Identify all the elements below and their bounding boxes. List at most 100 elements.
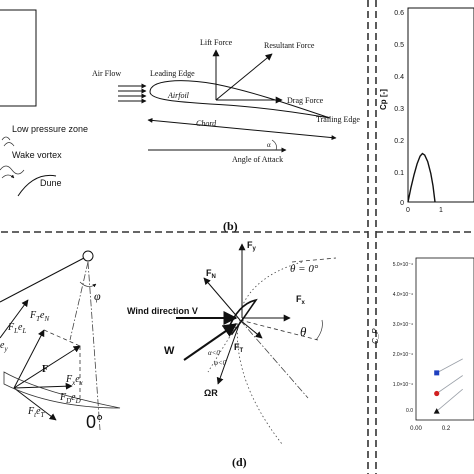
ey-vector xyxy=(0,299,29,339)
air-flow-arrows xyxy=(118,83,147,104)
chart-top-xtick: 0 xyxy=(406,207,410,214)
trailing-edge-label: Trailing Edge xyxy=(316,115,360,124)
middle-divider xyxy=(1,0,369,474)
wake-arrows-icon xyxy=(0,165,25,178)
ft-label: FT xyxy=(234,342,244,354)
chart-bottom-ylabel: C_P xyxy=(371,328,380,344)
angle-of-attack-label: Angle of Attack xyxy=(232,155,283,164)
chart-top-y-ticks: 0.6 0.5 0.4 0.3 0.2 0.1 0 xyxy=(394,10,404,207)
rotor-path xyxy=(236,261,303,445)
dune-label: Dune xyxy=(40,178,62,188)
chart-bottom-ytick: 2.0×10⁻⁴ xyxy=(393,352,413,358)
resultant-force-label: Resultant Force xyxy=(264,41,315,50)
series-connector-2 xyxy=(436,388,463,412)
resultant-force-arrow xyxy=(215,53,273,101)
ft-et-label: FteT xyxy=(27,406,46,419)
chart-bottom-ytick: 0.0 xyxy=(406,408,413,414)
chart-top-ytick: 0.2 xyxy=(394,138,404,145)
panel-b: Airfoil Air Flow Leading Edge Lift Force… xyxy=(92,38,360,233)
airfoil-label: Airfoil xyxy=(167,91,190,100)
fl-projection xyxy=(43,329,81,347)
chart-bottom-ytick: 4.0×10⁻⁴ xyxy=(393,292,413,298)
alpha-label: α xyxy=(267,141,271,149)
blade-normal-line xyxy=(239,319,309,399)
zero-deg-label: 0° xyxy=(86,412,103,432)
w-label: W xyxy=(164,345,175,357)
air-flow-label: Air Flow xyxy=(92,69,121,78)
ft-en-label: FTeN xyxy=(29,310,49,323)
triangle-marker xyxy=(433,408,440,414)
chart-top-ytick: 0.1 xyxy=(394,170,404,177)
drag-force-label: Drag Force xyxy=(287,96,324,105)
ft-arrow xyxy=(239,319,263,339)
lift-force-label: Lift Force xyxy=(200,38,233,47)
square-marker xyxy=(434,370,440,376)
alpha-lt0-label: α<0 xyxy=(208,349,220,357)
panel-d: Fy Fx FN FT Wind direction V W ΩR α<0 φ<… xyxy=(127,240,337,469)
theta-zero-label: θ = 0° xyxy=(290,263,319,275)
chord-line xyxy=(147,117,337,141)
phi-arc xyxy=(79,281,97,288)
rotor-hub xyxy=(82,250,94,262)
ft-vector xyxy=(13,387,57,421)
phi-label: φ xyxy=(94,289,101,303)
dune-profile xyxy=(17,174,57,197)
chart-bottom-frame xyxy=(415,257,474,421)
ey-label: ey xyxy=(0,340,8,353)
fl-el-label: FLeL xyxy=(7,322,26,335)
chart-bottom-xtick: 0.2 xyxy=(442,426,451,432)
fx-vector xyxy=(13,382,73,390)
chart-top-xtick: 1 xyxy=(439,207,443,214)
panel-d-label: (d) xyxy=(232,455,247,469)
chart-top-ytick: 0.6 xyxy=(394,10,404,17)
panel-a: Low pressure zone Wake vortex Dune xyxy=(0,9,88,197)
chart-top-frame xyxy=(407,7,474,203)
fn-arrow xyxy=(203,277,241,321)
cp-curve-series-0 xyxy=(407,152,436,203)
chord-label: Chord xyxy=(196,119,217,128)
fl-vector xyxy=(13,329,45,389)
fx-label: Fx xyxy=(296,294,306,306)
vortex-swirl-icon xyxy=(1,136,15,147)
fy-label: Fy xyxy=(247,240,257,252)
w-arrow xyxy=(183,323,238,361)
omega-r-label: ΩR xyxy=(204,388,218,398)
blade-sketch xyxy=(3,371,121,409)
chart-bottom-ytick: 5.0×10⁻⁴ xyxy=(393,262,413,268)
building-block xyxy=(0,9,37,107)
vertical-axis xyxy=(87,261,101,431)
omega-r-arrow xyxy=(216,321,241,385)
chart-top-ylabel: Cp [-] xyxy=(379,89,388,110)
chart-bottom-xtick: 0.00 xyxy=(410,426,422,432)
alpha-arc xyxy=(271,139,277,151)
wake-vortex-label: Wake vortex xyxy=(12,150,62,160)
series-connector-0 xyxy=(436,358,463,374)
fd-ed-label: FDeD xyxy=(59,392,81,405)
series-connector-1 xyxy=(436,375,463,394)
panel-b-label: (b) xyxy=(223,219,238,233)
chart-top-ytick: 0.3 xyxy=(394,106,404,113)
theta-reference-line xyxy=(291,257,337,263)
theta-label: θ xyxy=(300,324,307,339)
phi-lt0-label: φ<0 xyxy=(214,359,227,367)
wind-direction-label: Wind direction V xyxy=(127,306,198,316)
f-label: F xyxy=(42,364,48,375)
chart-top-ytick: 0 xyxy=(400,200,404,207)
f-vector xyxy=(13,345,81,389)
chart-top-ytick: 0.4 xyxy=(394,74,404,81)
panel-c: φ ey FLeL FTeN F Fxex FDeD FteT 0° xyxy=(0,250,121,432)
theta-arc xyxy=(315,319,323,341)
blade-arm xyxy=(0,257,85,303)
right-divider xyxy=(375,0,474,474)
cp-chart-top: Cp [-] 0.6 0.5 0.4 0.3 0.2 0.1 0 0 1 xyxy=(379,7,474,214)
leading-edge-label: Leading Edge xyxy=(150,69,195,78)
fx-ex-label: Fxex xyxy=(65,374,84,387)
circle-marker xyxy=(434,390,440,397)
chart-bottom-ytick: 1.0×10⁻⁴ xyxy=(393,382,413,388)
fn-label: FN xyxy=(206,268,216,280)
low-pressure-label: Low pressure zone xyxy=(12,124,88,134)
cp-chart-bottom: C_P 5.0×10⁻⁴ 4.0×10⁻⁴ 3.0×10⁻⁴ 2.0×10⁻⁴ … xyxy=(371,257,474,432)
chart-bottom-ytick: 3.0×10⁻⁴ xyxy=(393,322,413,328)
